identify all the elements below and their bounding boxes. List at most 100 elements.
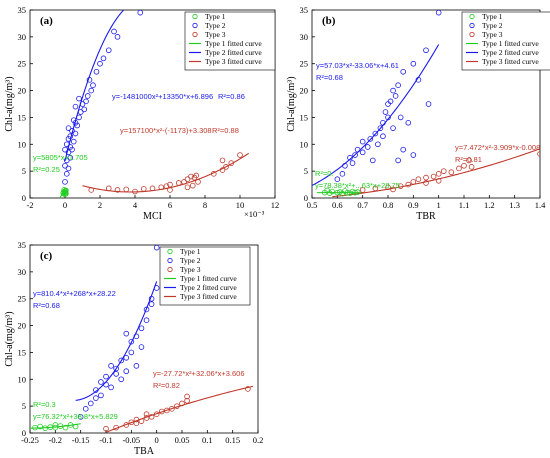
panel-label: (a) [40, 15, 53, 27]
x-tick-label: 12 [271, 200, 280, 210]
panel-0: -2 0 2 4 6 8 10 1205101520253035MCIChl-a(mg/m³)… [4, 5, 280, 222]
plot-frame [311, 9, 541, 199]
plot-frame [29, 9, 276, 199]
data-point-type-2 [113, 371, 119, 377]
fitted-curve-type-2 [312, 44, 440, 186]
data-point-type-3 [390, 186, 396, 193]
data-point-type-2 [123, 368, 130, 375]
data-point-type-3 [184, 184, 191, 191]
x-tick-label: 2 [98, 200, 102, 210]
fit-equation-type-1: y=76.32*x²+38.8*x+5.829 [33, 412, 118, 421]
data-point-type-1 [72, 423, 79, 430]
data-point-type-2 [385, 114, 391, 121]
x-tick-label: -0.05 [122, 435, 140, 445]
data-point-type-3 [193, 172, 200, 179]
data-point-type-2 [133, 363, 140, 369]
x-tick-label: 1.1 [459, 200, 470, 210]
data-point-type-3 [158, 408, 165, 415]
x-tick-label: 10 [236, 200, 245, 210]
x-tick-label: 1.3 [509, 200, 520, 210]
data-point-type-2 [137, 10, 144, 16]
data-point-type-2 [415, 77, 422, 83]
data-point-type-3 [164, 407, 170, 414]
panel-label: (c) [40, 250, 53, 262]
data-point-type-3 [189, 182, 196, 189]
y-axis-label: Chl-a(mg/m³) [4, 311, 15, 366]
data-point-type-2 [435, 10, 442, 16]
data-point-type-2 [380, 120, 386, 126]
legend-label: Type 1 fitted curve [482, 39, 539, 48]
legend-label: Type 3 fitted curve [482, 57, 539, 66]
data-point-type-2 [76, 95, 82, 102]
data-point-type-2 [84, 93, 91, 99]
data-point-type-3 [143, 415, 150, 421]
data-point-type-3 [237, 152, 243, 158]
data-point-type-2 [372, 130, 379, 137]
data-point-type-2 [143, 317, 150, 324]
data-point-type-3 [245, 386, 251, 392]
legend-marker-type-2 [469, 22, 475, 29]
legend-marker-type-2 [192, 22, 198, 29]
data-point-type-3 [372, 185, 379, 192]
data-point-type-3 [423, 180, 429, 186]
y-tick-label: 5 [22, 401, 26, 411]
fitted-curve-type-2 [75, 281, 158, 401]
data-point-type-2 [86, 77, 93, 83]
data-point-type-2 [392, 93, 399, 99]
y-tick-label: 35 [300, 5, 309, 15]
data-point-type-3 [537, 151, 540, 157]
data-point-type-2 [93, 387, 99, 393]
x-tick-label: -2 [26, 200, 33, 210]
legend-box [461, 11, 550, 71]
data-point-type-2 [93, 68, 100, 75]
data-point-type-2 [354, 146, 361, 153]
y-tick-label: 10 [18, 139, 27, 149]
data-point-type-2 [83, 98, 89, 105]
legend-marker-type-1 [469, 13, 475, 20]
y-tick-label: 25 [300, 59, 309, 69]
legend-marker-type-1 [167, 248, 173, 255]
data-point-type-3 [228, 160, 235, 166]
legend-marker-type-1 [192, 13, 198, 20]
fit-equation-type-2: y=57.03*x²-33.06*x+4.61 [316, 61, 399, 70]
data-point-type-2 [425, 101, 432, 107]
data-point-type-2 [410, 60, 417, 67]
fit-equation-type-2: y=-1481000x²+13350*x+6.896 [112, 92, 213, 101]
data-point-type-2 [105, 47, 112, 54]
data-point-type-2 [93, 395, 99, 401]
data-point-type-2 [82, 406, 89, 412]
data-point-type-1 [334, 189, 341, 196]
x-tick-label: -0.15 [72, 435, 90, 445]
fit-r2-type-2: R²=0.68 [33, 301, 60, 310]
x-tick-label: 0.2 [253, 435, 264, 445]
plot-frame [29, 244, 259, 434]
data-point-type-1 [354, 189, 361, 195]
data-point-type-2 [72, 120, 79, 126]
data-point-type-1 [344, 189, 351, 196]
data-point-type-2 [63, 141, 70, 148]
data-point-type-3 [88, 187, 95, 193]
data-point-type-3 [423, 174, 429, 181]
y-tick-label: 30 [300, 32, 309, 42]
legend-label: Type 2 fitted curve [180, 283, 237, 292]
data-point-type-2 [395, 157, 401, 164]
legend-box [159, 246, 251, 306]
data-point-type-3 [123, 422, 130, 428]
data-point-type-2 [62, 179, 68, 185]
legend-label: Type 2 fitted curve [482, 48, 539, 57]
data-point-type-2 [70, 138, 77, 145]
legend-label: Type 3 [482, 30, 503, 39]
data-point-type-2 [423, 47, 429, 54]
legend-marker-type-2 [167, 257, 173, 264]
x-tick-label: 8 [203, 200, 207, 210]
data-point-type-2 [380, 133, 386, 140]
data-point-type-2 [352, 152, 358, 158]
data-point-type-3 [174, 403, 180, 409]
data-point-type-2 [387, 98, 394, 105]
data-point-type-3 [188, 173, 194, 180]
legend-label: Type 3 fitted curve [180, 292, 237, 301]
data-point-type-2 [148, 301, 155, 307]
data-point-type-1 [62, 189, 69, 196]
data-point-type-2 [111, 28, 117, 35]
